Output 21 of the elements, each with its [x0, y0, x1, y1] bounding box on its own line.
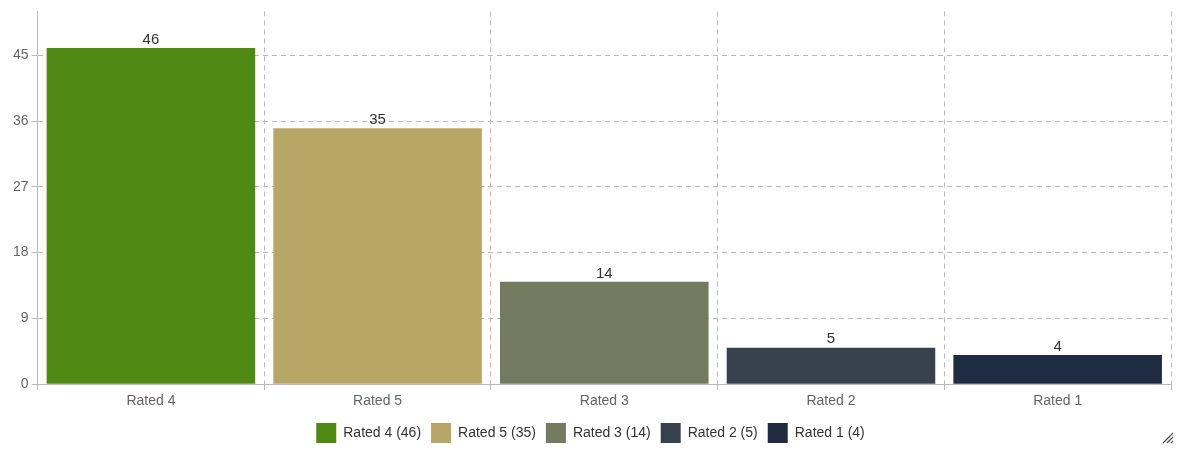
y-tick-label: 36: [12, 111, 29, 128]
x-tick-label: Rated 4: [126, 392, 176, 409]
y-tick-label: 18: [12, 243, 29, 260]
legend-label: Rated 2 (5): [687, 423, 758, 440]
data-label: 4: [1053, 336, 1062, 354]
data-label: 14: [595, 263, 613, 281]
data-label: 35: [369, 110, 386, 127]
x-tick-label: Rated 5: [353, 392, 403, 409]
legend-label: Rated 3 (14): [572, 423, 651, 440]
legend-label: Rated 5 (35): [458, 423, 536, 440]
data-label: 46: [142, 29, 160, 47]
legend-label: Rated 1 (4): [794, 423, 865, 440]
y-tick-label: 9: [20, 309, 29, 326]
data-label: 5: [826, 329, 836, 347]
x-tick-label: Rated 2: [806, 392, 856, 409]
legend-label: Rated 4 (46): [343, 423, 422, 440]
x-tick-label: Rated 3: [579, 392, 630, 409]
y-tick-label: 45: [12, 46, 29, 63]
y-tick-label: 0: [20, 375, 29, 392]
x-tick-label: Rated 1: [1033, 392, 1083, 409]
y-tick-label: 27: [12, 177, 29, 194]
